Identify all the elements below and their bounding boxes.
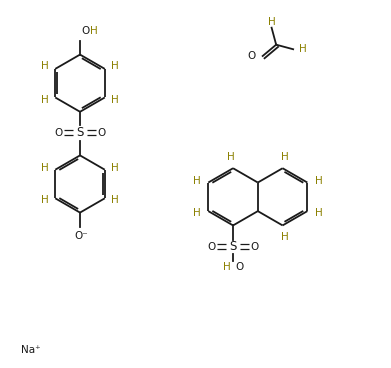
Text: O: O [97, 128, 106, 138]
Text: H: H [111, 163, 119, 173]
Text: O: O [55, 128, 63, 138]
Text: S: S [76, 126, 84, 139]
Text: S: S [230, 240, 237, 253]
Text: O⁻: O⁻ [74, 231, 88, 241]
Text: H: H [315, 208, 323, 218]
Text: H: H [41, 163, 48, 173]
Text: H: H [224, 262, 231, 272]
Text: O: O [250, 242, 258, 252]
Text: O: O [208, 242, 216, 252]
Text: H: H [193, 176, 201, 186]
Text: H: H [281, 152, 288, 162]
Text: H: H [41, 195, 48, 205]
Text: H: H [111, 61, 119, 71]
Text: O: O [82, 26, 90, 36]
Text: H: H [41, 61, 48, 71]
Text: H: H [281, 232, 288, 242]
Text: H: H [299, 44, 307, 54]
Text: H: H [268, 17, 276, 27]
Text: O: O [248, 51, 256, 61]
Text: H: H [111, 195, 119, 205]
Text: O: O [235, 262, 243, 272]
Text: H: H [111, 95, 119, 105]
Text: H: H [90, 26, 98, 36]
Text: H: H [315, 176, 323, 186]
Text: H: H [227, 152, 235, 162]
Text: Na⁺: Na⁺ [22, 345, 41, 355]
Text: H: H [41, 95, 48, 105]
Text: H: H [193, 208, 201, 218]
